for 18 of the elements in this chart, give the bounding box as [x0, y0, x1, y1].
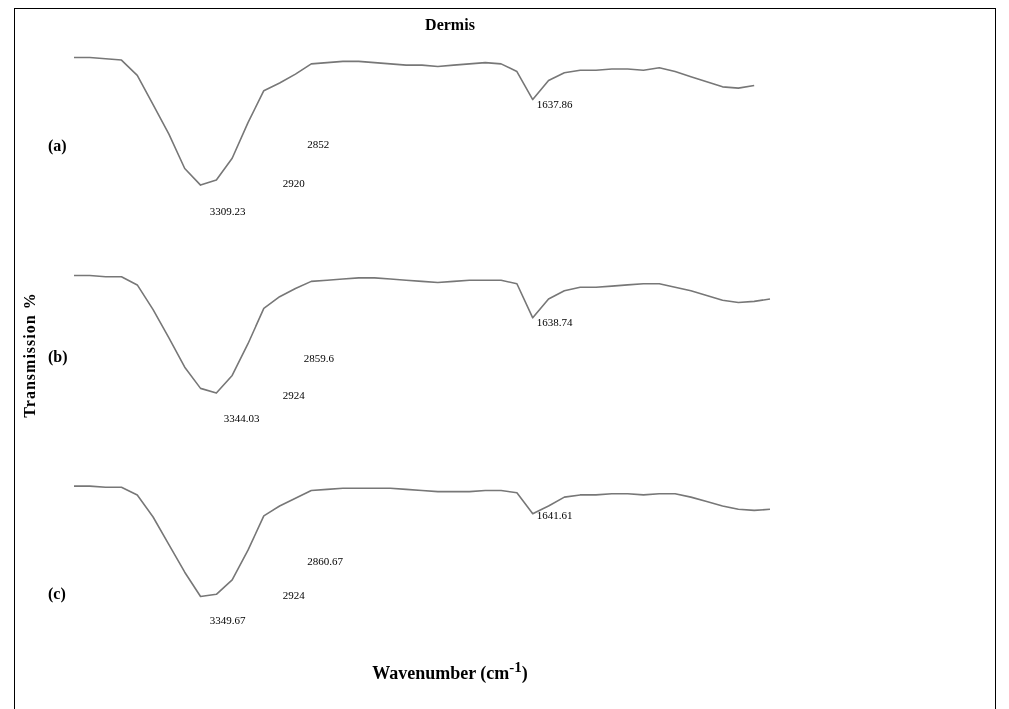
chart-title: Dermis [424, 16, 476, 34]
y-axis-title: Transmission % [21, 290, 39, 420]
annotation: (b) [48, 348, 68, 366]
text: 3344.03 [223, 411, 260, 424]
annotation: 1637.86 [536, 98, 574, 111]
annotation: 2924 [282, 589, 306, 602]
annotation: 2920 [282, 176, 306, 189]
annotation: 1641.61 [536, 508, 573, 521]
annotation: 2924 [282, 388, 306, 401]
annotation: (a) [48, 137, 67, 155]
annotation: 2859.6 [303, 352, 335, 365]
annotation: 2852 [307, 137, 330, 150]
text: 3349.67 [209, 613, 246, 626]
text: (c) [48, 585, 66, 603]
annotation: 2860.67 [307, 555, 344, 568]
text: 3309.23 [209, 205, 246, 218]
annotation: 1638.74 [536, 316, 574, 329]
x-axis-title: Wavenumber (cm$^{-1}$) [371, 659, 529, 684]
